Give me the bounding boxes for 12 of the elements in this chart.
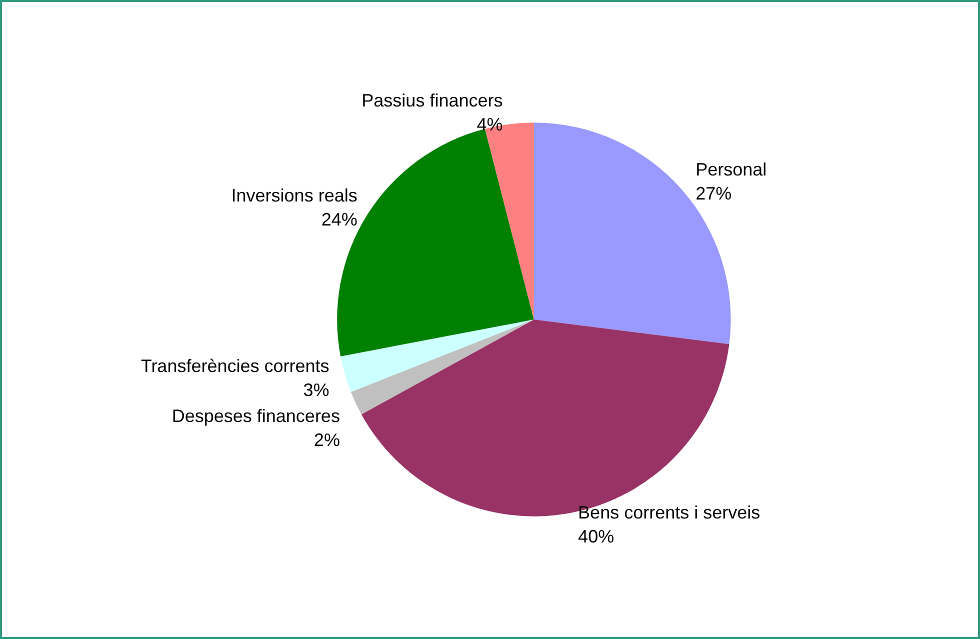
data-label: 27% (696, 183, 732, 204)
slice-label: Inversions reals (231, 186, 358, 206)
slice-label: Bens corrents i serveis (578, 502, 760, 523)
data-label: 40% (578, 526, 614, 547)
slice-label: Despeses financeres (172, 406, 340, 426)
slice-label: Passius financers (362, 90, 503, 110)
slice-label: Transferències corrents (140, 356, 330, 376)
slice-label: Personal (696, 159, 767, 180)
data-label: 24% (321, 210, 358, 230)
data-label: 3% (303, 380, 330, 400)
data-label: 2% (314, 430, 340, 450)
data-label: 4% (476, 114, 503, 134)
